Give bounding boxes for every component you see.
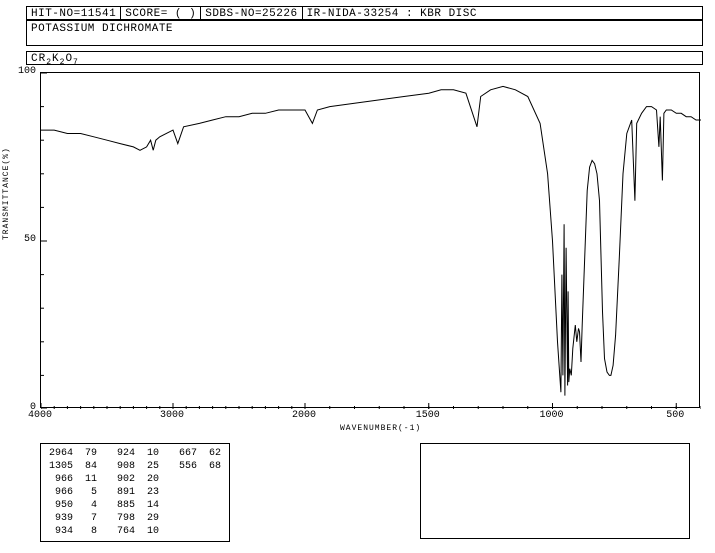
- ir-spectrum-plot: [40, 72, 700, 408]
- spectrum-svg: [41, 73, 701, 409]
- info-box: [420, 443, 690, 539]
- x-tick-label: 1500: [408, 410, 448, 421]
- header-bar: HIT-NO=11541 SCORE= ( ) SDBS-NO=25226 IR…: [26, 6, 703, 20]
- x-tick-label: 3000: [152, 410, 192, 421]
- x-tick-label: 1000: [532, 410, 572, 421]
- x-tick-label: 500: [655, 410, 695, 421]
- peak-table: 2964 79 1305 84 966 11 966 5 950 4 939 7…: [40, 443, 230, 542]
- x-axis-label: WAVENUMBER(-1): [340, 424, 421, 433]
- y-axis-label: TRANSMITTANCE(%): [2, 147, 11, 240]
- peak-table-column: 924 10 908 25 902 20 891 23 885 14 798 2…: [111, 447, 159, 538]
- method-cell: IR-NIDA-33254 : KBR DISC: [303, 7, 702, 19]
- peak-table-column: 2964 79 1305 84 966 11 966 5 950 4 939 7…: [49, 447, 97, 538]
- peak-table-column: 667 62 556 68: [173, 447, 221, 538]
- y-tick-label: 100: [16, 66, 36, 77]
- x-tick-label: 2000: [284, 410, 324, 421]
- score-cell: SCORE= ( ): [121, 7, 201, 19]
- hit-no-cell: HIT-NO=11541: [27, 7, 121, 19]
- sdbs-no-cell: SDBS-NO=25226: [201, 7, 302, 19]
- x-tick-label: 4000: [20, 410, 60, 421]
- y-tick-label: 50: [16, 234, 36, 245]
- compound-name: POTASSIUM DICHROMATE: [26, 20, 703, 46]
- formula: CR2K2O7: [26, 51, 703, 65]
